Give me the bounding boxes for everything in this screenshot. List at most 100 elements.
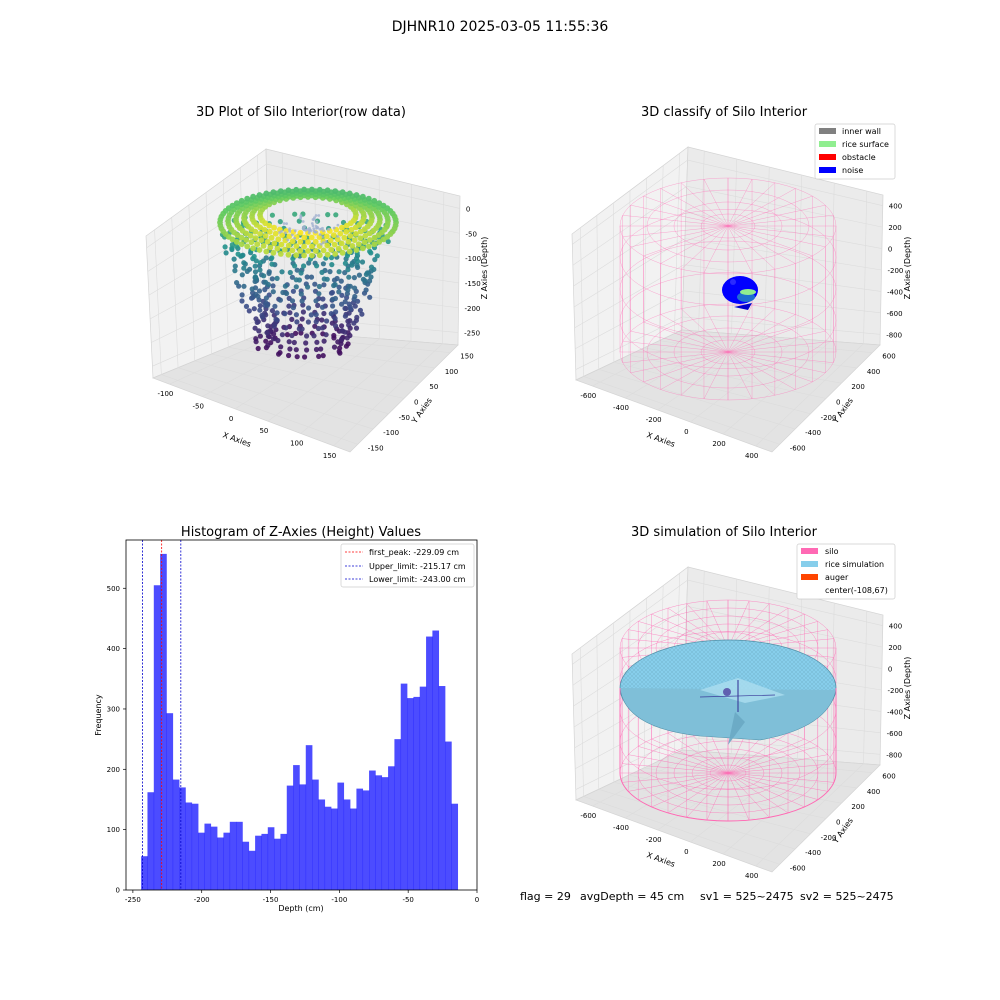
xtick-label: -400 bbox=[613, 404, 629, 412]
panel-classify-3d: 3D classify of Silo Interior -600-400-20… bbox=[571, 105, 912, 460]
histogram-bar bbox=[166, 713, 174, 890]
histogram-bar bbox=[204, 823, 212, 890]
legend-center: center(-108,67) bbox=[825, 586, 888, 595]
histogram-bar bbox=[451, 803, 459, 890]
histogram-xtick-label: -150 bbox=[263, 896, 279, 904]
histogram-bar bbox=[236, 821, 243, 890]
ztick-label: -250 bbox=[464, 330, 480, 338]
histogram-bar bbox=[141, 856, 148, 890]
ytick-label: 50 bbox=[429, 383, 438, 391]
ytick-label: -100 bbox=[383, 429, 399, 437]
histogram-bar bbox=[432, 630, 440, 890]
silo-wireframe bbox=[619, 177, 837, 401]
ytick-label: 400 bbox=[867, 788, 880, 796]
panel-simulation-3d-ylabel: Y Axies bbox=[830, 816, 855, 846]
rice-simulation-surface bbox=[619, 639, 837, 745]
panel-classify-3d-zlabel: Z Axies (Depth) bbox=[903, 237, 912, 300]
histogram-bar bbox=[223, 832, 231, 890]
ytick-label: 600 bbox=[882, 353, 895, 361]
xtick-label: 200 bbox=[712, 860, 725, 868]
xtick-label: -400 bbox=[613, 824, 629, 832]
status-sv1: sv1 = 525~2475 bbox=[700, 890, 794, 903]
histogram-bar bbox=[356, 788, 364, 890]
legend-obstacle: obstacle bbox=[842, 153, 876, 162]
histogram-ytick-label: 100 bbox=[107, 826, 120, 834]
status-sv2: sv2 = 525~2475 bbox=[800, 890, 894, 903]
legend-first-peak: first_peak: -229.09 cm bbox=[369, 548, 459, 557]
ztick-label: 200 bbox=[888, 224, 901, 232]
ytick-label: -200 bbox=[821, 414, 837, 422]
ytick-label: 150 bbox=[460, 353, 473, 361]
histogram-xtick-label: -250 bbox=[125, 896, 141, 904]
histogram-legend: first_peak: -229.09 cm Upper_limit: -215… bbox=[340, 543, 475, 588]
histogram-bar bbox=[217, 837, 224, 890]
ytick-label: -200 bbox=[821, 834, 837, 842]
panel-histogram: Histogram of Z-Axies (Height) Values -25… bbox=[94, 525, 479, 913]
panel-raw-3d-xlabel: X Axies bbox=[221, 430, 252, 449]
legend-noise: noise bbox=[842, 166, 863, 175]
histogram-bar bbox=[400, 683, 408, 890]
histogram-bar bbox=[350, 808, 357, 890]
histogram-bar bbox=[274, 838, 281, 890]
raw-point-cloud bbox=[217, 186, 399, 360]
histogram-bar bbox=[413, 696, 421, 890]
xtick-label: -100 bbox=[157, 390, 173, 398]
histogram-bar bbox=[147, 792, 155, 890]
ztick-label: -100 bbox=[465, 255, 481, 263]
histogram-xtick-label: -50 bbox=[402, 896, 413, 904]
histogram-ytick-label: 0 bbox=[116, 887, 120, 895]
ytick-label: 200 bbox=[851, 383, 864, 391]
status-flag: flag = 29 bbox=[520, 890, 571, 903]
histogram-bar bbox=[426, 636, 433, 890]
histogram-bar bbox=[261, 833, 269, 890]
histogram-bar bbox=[369, 770, 376, 890]
ytick-label: 0 bbox=[414, 399, 418, 407]
ztick-label: 0 bbox=[888, 666, 892, 674]
ytick-label: 0 bbox=[836, 399, 840, 407]
histogram-bar bbox=[286, 785, 294, 890]
ztick-label: -200 bbox=[888, 687, 904, 695]
histogram-bar bbox=[331, 808, 338, 890]
ztick-label: -150 bbox=[465, 280, 481, 288]
histogram-bar bbox=[312, 779, 319, 890]
ztick-label: -200 bbox=[888, 267, 904, 275]
panel-histogram-title: Histogram of Z-Axies (Height) Values bbox=[181, 525, 421, 540]
panel-simulation-legend: silo rice simulation auger center(-108,6… bbox=[796, 543, 896, 600]
histogram-bar bbox=[185, 802, 193, 890]
histogram-bar bbox=[210, 826, 218, 890]
panel-classify-3d-title: 3D classify of Silo Interior bbox=[641, 105, 808, 120]
histogram-bar bbox=[343, 799, 351, 890]
histogram-bar bbox=[242, 841, 250, 890]
xtick-label: -600 bbox=[580, 392, 596, 400]
ytick-label: 100 bbox=[445, 368, 458, 376]
ztick-label: 400 bbox=[889, 623, 902, 631]
histogram-xtick-label: 0 bbox=[475, 896, 479, 904]
ytick-label: 0 bbox=[836, 819, 840, 827]
histogram-bar bbox=[318, 799, 326, 890]
histogram-bar bbox=[438, 686, 446, 890]
figure-suptitle: DJHNR10 2025-03-05 11:55:36 bbox=[392, 19, 609, 35]
legend-auger: auger bbox=[825, 573, 849, 582]
legend-upper-limit: Upper_limit: -215.17 cm bbox=[369, 562, 466, 571]
legend-inner-wall: inner wall bbox=[842, 127, 881, 136]
histogram-bar bbox=[445, 741, 452, 890]
xtick-label: 150 bbox=[323, 452, 336, 460]
ztick-label: -200 bbox=[465, 305, 481, 313]
xtick-label: 400 bbox=[745, 452, 758, 460]
histogram-bar bbox=[299, 784, 307, 890]
ztick-label: -600 bbox=[887, 730, 903, 738]
legend-rice-simulation: rice simulation bbox=[825, 560, 884, 569]
ytick-label: 400 bbox=[867, 368, 880, 376]
ytick-label: -400 bbox=[805, 429, 821, 437]
xtick-label: 0 bbox=[684, 428, 688, 436]
ztick-label: -800 bbox=[886, 331, 902, 339]
ztick-label: -50 bbox=[466, 230, 477, 238]
panel-simulation-3d-xlabel: X Axies bbox=[645, 850, 676, 869]
xtick-label: 100 bbox=[290, 440, 303, 448]
panel-simulation-3d: 3D simulation of Silo Interior -600-400-… bbox=[571, 525, 912, 880]
panel-simulation-3d-zlabel: Z Axies (Depth) bbox=[903, 657, 912, 720]
histogram-bar bbox=[419, 686, 427, 890]
ztick-label: -800 bbox=[886, 751, 902, 759]
histogram-bar bbox=[388, 766, 395, 890]
